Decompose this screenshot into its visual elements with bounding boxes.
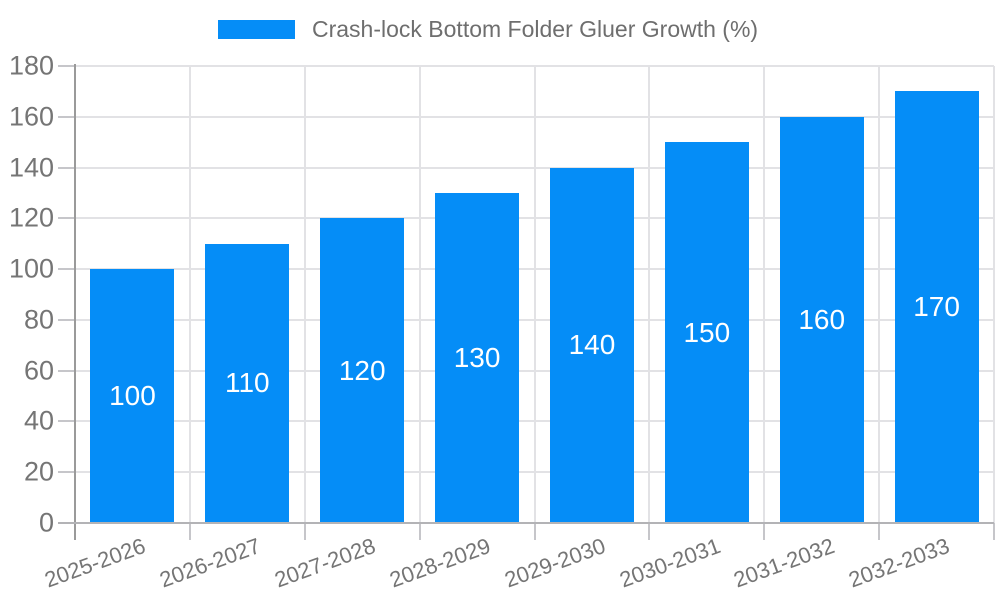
- x-axis-line: [58, 522, 994, 524]
- v-gridline: [418, 66, 421, 523]
- y-axis-tick-label: 100: [8, 253, 54, 284]
- bar: 140: [549, 167, 634, 523]
- y-axis-tick-label: 60: [23, 355, 54, 386]
- y-axis-tick: [58, 471, 75, 474]
- v-gridline: [188, 66, 191, 523]
- v-gridline: [533, 66, 536, 523]
- legend: Crash-lock Bottom Folder Gluer Growth (%…: [218, 16, 758, 42]
- bar: 120: [320, 218, 405, 523]
- x-axis-tick-label: 2026-2027: [156, 533, 264, 593]
- bar-value-label: 140: [568, 329, 616, 361]
- x-axis-tick-label: 2029-2030: [501, 533, 609, 593]
- y-axis-tick: [58, 369, 75, 372]
- y-axis-tick: [58, 115, 75, 118]
- bar-value-label: 150: [683, 316, 731, 348]
- x-axis-tick: [303, 523, 306, 540]
- x-axis-tick: [188, 523, 191, 540]
- y-axis-tick: [58, 217, 75, 220]
- y-axis-tick: [58, 166, 75, 169]
- x-axis-tick-label: 2028-2029: [386, 533, 494, 593]
- y-axis-tick-label: 140: [8, 152, 54, 183]
- y-axis-tick: [58, 420, 75, 423]
- y-axis-tick-label: 180: [8, 50, 54, 81]
- bar: 160: [779, 116, 864, 523]
- x-axis-tick-label: 2031-2032: [730, 533, 839, 593]
- legend-series-label: Crash-lock Bottom Folder Gluer Growth (%…: [312, 15, 759, 42]
- x-axis-tick-label: 2025-2026: [41, 533, 149, 593]
- y-axis-tick-label: 120: [8, 202, 54, 233]
- y-axis-tick-label: 20: [23, 456, 54, 487]
- x-axis-tick: [993, 523, 995, 540]
- y-axis-tick: [58, 318, 75, 321]
- y-axis-tick: [58, 65, 75, 67]
- v-gridline: [993, 66, 995, 523]
- bar: 150: [664, 142, 749, 523]
- v-gridline: [648, 66, 651, 523]
- x-axis-tick: [533, 523, 536, 540]
- v-gridline: [763, 66, 766, 523]
- bar-value-label: 130: [453, 341, 501, 373]
- y-axis-tick-label: 40: [23, 405, 54, 436]
- v-gridline: [303, 66, 306, 523]
- y-axis-tick: [58, 268, 75, 271]
- y-axis-tick-label: 160: [8, 101, 54, 132]
- legend-swatch: [218, 19, 295, 39]
- y-axis-line: [74, 64, 76, 540]
- x-axis-tick-label: 2030-2031: [615, 533, 724, 593]
- bar: 100: [90, 269, 175, 523]
- bar: 130: [435, 192, 520, 523]
- bar-value-label: 170: [913, 291, 960, 323]
- bar-value-label: 100: [109, 380, 156, 412]
- x-axis-tick: [878, 523, 881, 540]
- bar: 170: [894, 91, 979, 523]
- x-axis-tick-label: 2027-2028: [271, 533, 379, 593]
- x-axis-tick-label: 2032-2033: [845, 533, 954, 593]
- x-axis-tick: [648, 523, 651, 540]
- x-axis-tick: [763, 523, 766, 540]
- y-axis-tick-label: 0: [38, 507, 54, 538]
- y-axis-tick-label: 80: [23, 304, 54, 335]
- bar-value-label: 110: [224, 367, 270, 399]
- bar: 110: [205, 243, 290, 523]
- v-gridline: [878, 66, 881, 523]
- x-axis-tick: [418, 523, 421, 540]
- bar-value-label: 120: [338, 354, 386, 386]
- bar-value-label: 160: [798, 303, 846, 335]
